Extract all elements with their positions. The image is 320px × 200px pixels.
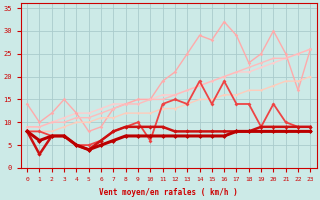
X-axis label: Vent moyen/en rafales ( km/h ): Vent moyen/en rafales ( km/h ) xyxy=(100,188,238,197)
